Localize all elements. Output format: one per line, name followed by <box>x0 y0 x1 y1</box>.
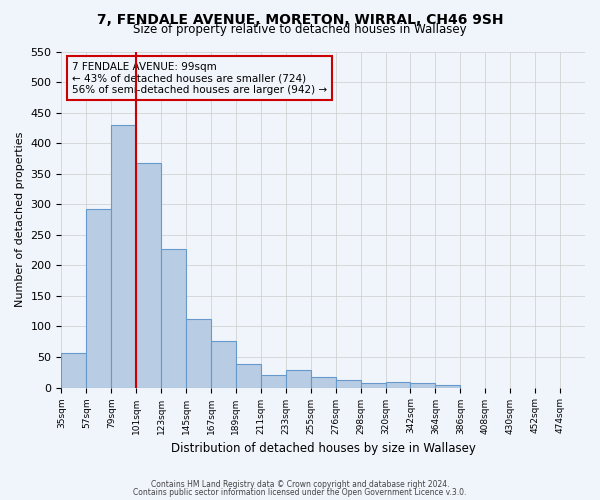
Bar <box>86 208 111 388</box>
Bar <box>236 364 261 388</box>
Y-axis label: Number of detached properties: Number of detached properties <box>15 132 25 307</box>
Bar <box>311 376 335 388</box>
Text: 7, FENDALE AVENUE, MORETON, WIRRAL, CH46 9SH: 7, FENDALE AVENUE, MORETON, WIRRAL, CH46… <box>97 12 503 26</box>
Bar <box>61 352 86 388</box>
Bar <box>261 376 286 388</box>
Text: Size of property relative to detached houses in Wallasey: Size of property relative to detached ho… <box>133 24 467 36</box>
Text: Contains HM Land Registry data © Crown copyright and database right 2024.: Contains HM Land Registry data © Crown c… <box>151 480 449 489</box>
Bar <box>161 249 186 388</box>
Text: 7 FENDALE AVENUE: 99sqm
← 43% of detached houses are smaller (724)
56% of semi-d: 7 FENDALE AVENUE: 99sqm ← 43% of detache… <box>72 62 327 95</box>
Bar <box>410 382 436 388</box>
Bar <box>436 384 460 388</box>
Bar <box>136 162 161 388</box>
X-axis label: Distribution of detached houses by size in Wallasey: Distribution of detached houses by size … <box>171 442 476 455</box>
Bar <box>286 370 311 388</box>
Bar <box>186 318 211 388</box>
Text: Contains public sector information licensed under the Open Government Licence v.: Contains public sector information licen… <box>133 488 467 497</box>
Bar <box>386 382 410 388</box>
Bar <box>335 380 361 388</box>
Bar <box>211 341 236 388</box>
Bar <box>361 384 386 388</box>
Bar <box>111 125 136 388</box>
